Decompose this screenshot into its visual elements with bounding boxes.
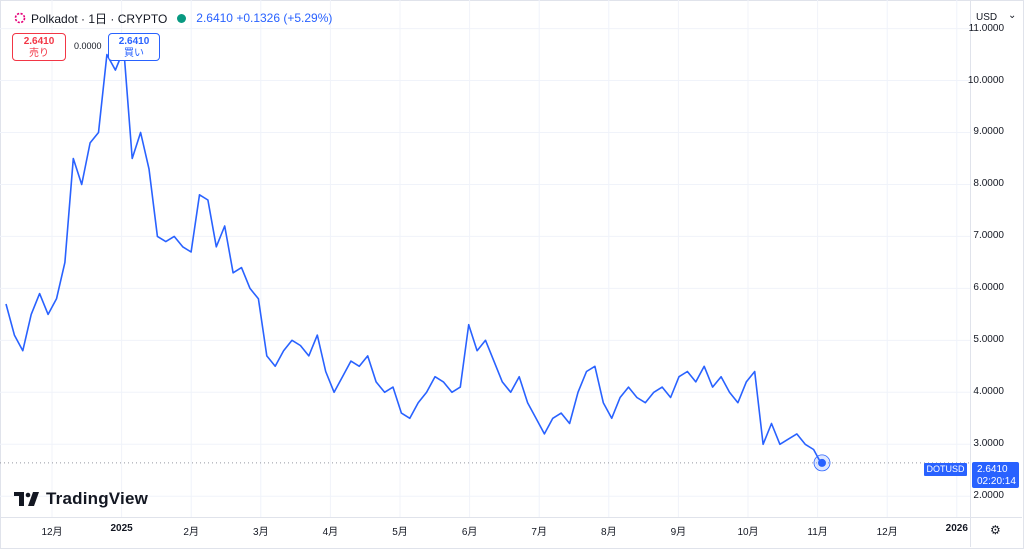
time-tick-label: 6月 xyxy=(461,527,478,538)
buy-price: 2.6410 xyxy=(118,36,150,47)
sell-button[interactable]: 2.6410 売り xyxy=(12,33,66,61)
time-tick-label: 5月 xyxy=(392,527,408,538)
time-tick-label: 8月 xyxy=(601,527,617,538)
sell-price: 2.6410 xyxy=(23,36,55,47)
buy-label: 買い xyxy=(124,48,144,59)
time-tick-label: 7月 xyxy=(531,527,547,538)
bar-countdown: 02:20:14 xyxy=(977,476,1016,487)
price-series-line xyxy=(5,48,823,466)
tradingview-logo[interactable]: TradingView xyxy=(14,489,148,509)
chevron-down-icon[interactable]: ⌄ xyxy=(1008,10,1017,21)
price-tick-label: 8.0000 xyxy=(973,178,1004,190)
polkadot-logo-icon xyxy=(14,12,26,24)
last-price-tag: 2.6410 02:20:14 xyxy=(972,462,1019,488)
time-tick-label: 10月 xyxy=(737,527,759,538)
time-tick-label: 2月 xyxy=(183,527,199,538)
price-tick-label: 5.0000 xyxy=(973,334,1004,346)
time-tick-label: 9月 xyxy=(670,527,687,538)
sell-label: 売り xyxy=(29,48,49,59)
price-axis-border xyxy=(970,0,971,547)
price-tick-label: 11.0000 xyxy=(968,22,1004,34)
price-tick-label: 3.0000 xyxy=(973,438,1004,450)
tradingview-logo-icon xyxy=(14,492,39,506)
time-tick-label: 11月 xyxy=(807,527,828,538)
symbol-title: Polkadot · 1日 · CRYPTO xyxy=(31,11,168,26)
time-tick-label: 2025 xyxy=(110,523,133,534)
time-tick-label: 12月 xyxy=(41,527,63,538)
time-axis-border xyxy=(0,517,1022,518)
last-price-value: 2.6410 xyxy=(977,464,1008,475)
currency-selector[interactable]: USD xyxy=(976,12,998,23)
time-tick-label: 12月 xyxy=(876,527,898,538)
time-tick-label: 2026 xyxy=(945,523,968,534)
price-tick-label: 7.0000 xyxy=(973,230,1004,242)
time-tick-label: 3月 xyxy=(253,527,269,538)
price-tick-label: 4.0000 xyxy=(973,386,1004,398)
buy-button[interactable]: 2.6410 買い xyxy=(108,33,160,61)
symbol-tag: DOTUSD xyxy=(924,463,967,476)
price-tick-label: 10.0000 xyxy=(967,74,1004,86)
time-tick-label: 4月 xyxy=(322,527,339,538)
chart-grid xyxy=(0,0,970,517)
last-price-point xyxy=(818,458,826,467)
price-tick-label: 2.0000 xyxy=(973,490,1004,502)
gear-icon[interactable]: ⚙ xyxy=(990,523,1001,537)
spread-value: 0.0000 xyxy=(74,41,102,51)
last-price-pulse xyxy=(813,454,831,472)
market-status-icon xyxy=(177,13,187,23)
price-change: 2.6410 +0.1326 (+5.29%) xyxy=(196,11,333,25)
price-tick-label: 9.0000 xyxy=(973,126,1004,138)
price-tick-label: 6.0000 xyxy=(973,282,1004,294)
tradingview-logo-text: TradingView xyxy=(46,489,149,508)
symbol-header[interactable]: Polkadot · 1日 · CRYPTO 2.6410 +0.1326 (+… xyxy=(14,9,332,27)
